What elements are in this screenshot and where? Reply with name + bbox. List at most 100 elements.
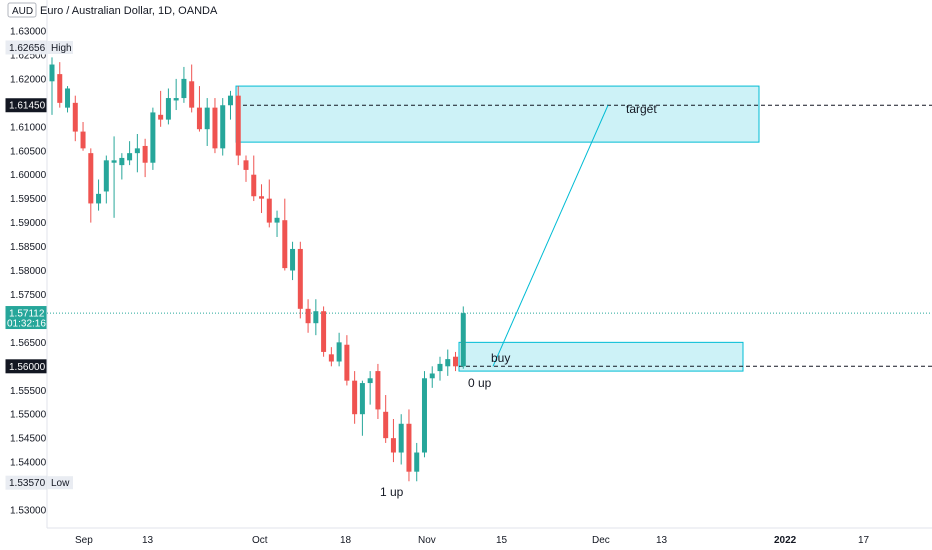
time-tick-label: 13 — [142, 535, 154, 546]
candle-body-up — [181, 78, 187, 99]
candle — [49, 57, 55, 115]
candle-body-down — [282, 220, 288, 269]
candle — [243, 155, 249, 182]
candle-body-down — [80, 131, 86, 149]
price-tick-label: 1.54500 — [10, 434, 47, 445]
candle — [321, 306, 327, 357]
time-tick-label: Sep — [75, 535, 93, 546]
candle-body-up — [460, 313, 466, 367]
candle — [227, 90, 233, 120]
time-axis[interactable]: Sep 13 Oct 18 Nov 15 Dec 13 2022 17 — [75, 535, 870, 546]
candle-body-down — [390, 438, 396, 453]
candle-body-up — [445, 359, 451, 367]
target-level-badge — [5, 98, 47, 113]
price-tick-label: 1.56500 — [10, 338, 47, 349]
target-label[interactable]: target — [626, 102, 657, 116]
low-tag-text: Low — [51, 478, 70, 489]
candle-body-up — [359, 383, 365, 415]
time-tick-label: 2022 — [774, 535, 797, 546]
price-tick-label: 1.59000 — [10, 218, 47, 229]
currency-tag-text: AUD — [12, 6, 33, 17]
projection-layer — [492, 105, 609, 367]
candle — [259, 184, 265, 214]
candle — [181, 66, 187, 103]
candle-body-up — [173, 98, 179, 101]
candle-body-up — [437, 363, 443, 372]
candle-body-up — [49, 64, 55, 82]
candle — [367, 371, 373, 405]
candle — [328, 347, 334, 367]
high-badge-value: 1.62656 — [9, 43, 46, 54]
candle — [344, 335, 350, 386]
candle-body-up — [367, 378, 373, 384]
candle-body-up — [127, 153, 133, 161]
candle-body-up — [220, 105, 226, 149]
candle-body-up — [119, 157, 125, 166]
candle — [313, 299, 319, 336]
buy-level-badge — [5, 359, 47, 374]
target-level-badge-value: 1.61450 — [9, 101, 46, 112]
time-tick-label: 13 — [656, 535, 668, 546]
candle-body-down — [57, 74, 63, 103]
candle-body-up — [165, 98, 171, 120]
low-badge — [5, 475, 47, 490]
candle — [65, 86, 71, 113]
time-tick-label: 18 — [340, 535, 352, 546]
one-up-label: 1 up — [380, 485, 404, 499]
candle — [375, 363, 381, 419]
candle — [158, 90, 164, 127]
candle-body-down — [383, 411, 389, 439]
candle-body-down — [243, 160, 249, 170]
target-zone[interactable] — [235, 85, 760, 143]
buy-label[interactable]: buy — [491, 351, 510, 365]
last-price-badge-countdown: 01:32:16 — [7, 319, 46, 330]
candle — [398, 414, 404, 465]
candle — [290, 241, 296, 281]
candle-body-up — [313, 311, 319, 324]
last-price-badge-value: 1.57112 — [9, 309, 45, 320]
candle-body-up — [111, 160, 117, 163]
candle-body-down — [72, 102, 78, 132]
time-tick-label: Oct — [252, 535, 268, 546]
candle — [80, 122, 86, 151]
candle — [429, 366, 435, 388]
candle — [336, 332, 342, 367]
price-axis[interactable]: 1.630001.625001.620001.615001.610001.605… — [7, 2, 47, 517]
candle — [165, 88, 171, 125]
price-tick-label: 1.54000 — [10, 458, 47, 469]
time-tick-label: Dec — [592, 535, 610, 546]
candle-body-down — [352, 380, 358, 415]
high-tag-text: High — [51, 43, 72, 54]
candle-body-down — [158, 114, 164, 120]
candle — [383, 395, 389, 443]
candles-layer — [49, 57, 466, 482]
candle-body-up — [103, 160, 109, 192]
candle-body-down — [375, 371, 381, 410]
high-badge — [5, 40, 47, 55]
chart-title: Euro / Australian Dollar, 1D, OANDA — [40, 5, 218, 17]
candle-body-down — [88, 153, 94, 204]
candle-body-up — [429, 373, 435, 379]
candle-body-down — [212, 107, 218, 149]
price-tick-label: 1.55000 — [10, 410, 47, 421]
candle — [119, 153, 125, 180]
candle — [111, 136, 117, 218]
candle-body-down — [453, 356, 459, 367]
candle — [352, 371, 358, 424]
price-tick-label: 1.55500 — [10, 386, 47, 397]
candle — [453, 351, 459, 372]
candle — [274, 210, 280, 237]
currency-tag[interactable] — [7, 2, 37, 18]
projection-line[interactable] — [492, 105, 609, 367]
candle-body-down — [235, 95, 241, 156]
candle-body-down — [251, 174, 257, 197]
candle — [96, 179, 102, 211]
candle — [212, 98, 218, 154]
candle — [390, 418, 396, 463]
low-tag — [47, 476, 73, 490]
candle-body-down — [189, 81, 195, 108]
candle — [235, 86, 241, 166]
candle — [127, 141, 133, 166]
